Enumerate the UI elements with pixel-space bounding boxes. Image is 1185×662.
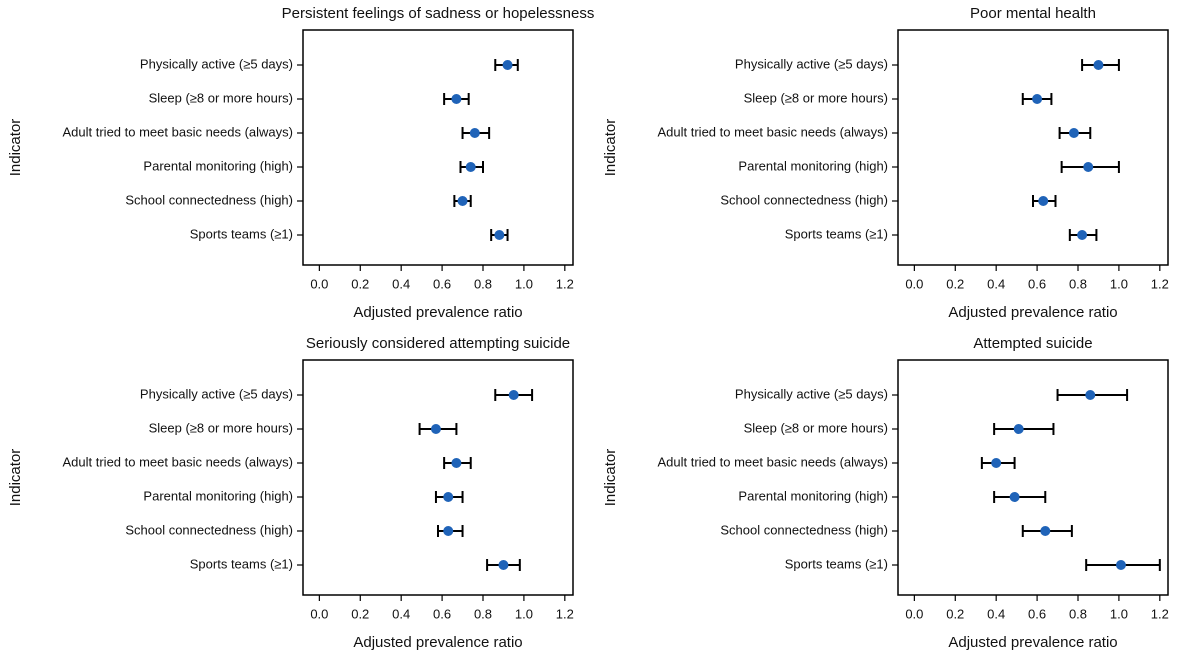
x-tick-label: 0.8	[1069, 606, 1087, 621]
point	[457, 196, 468, 206]
point	[1013, 424, 1024, 434]
panel-title: Persistent feelings of sadness or hopele…	[282, 5, 595, 22]
x-tick-label: 0.8	[1069, 276, 1087, 291]
x-tick-label: 0.2	[946, 276, 964, 291]
point	[1009, 492, 1020, 502]
plot-frame	[302, 359, 574, 596]
x-tick-label: 0.6	[1028, 606, 1046, 621]
point	[508, 390, 519, 400]
y-tick-label: Physically active (≥5 days)	[735, 386, 888, 401]
x-tick-label: 0.6	[433, 606, 451, 621]
y-tick-label: Sleep (≥8 or more hours)	[744, 420, 888, 435]
plot-frame	[897, 359, 1169, 596]
point	[1085, 390, 1096, 400]
x-tick-label: 1.2	[1151, 276, 1169, 291]
y-tick-label: School connectedness (high)	[125, 522, 293, 537]
x-axis-label: Adjusted prevalence ratio	[948, 634, 1117, 651]
y-tick-label: Parental monitoring (high)	[738, 488, 888, 503]
point	[443, 526, 454, 536]
x-tick-label: 1.2	[556, 606, 574, 621]
y-tick-label: School connectedness (high)	[720, 522, 888, 537]
point	[1038, 196, 1049, 206]
x-tick-label: 0.4	[987, 606, 1005, 621]
point	[1068, 128, 1079, 138]
point	[1032, 94, 1043, 104]
point	[502, 60, 513, 70]
x-tick-label: 0.2	[946, 606, 964, 621]
point	[1115, 560, 1126, 570]
y-tick-label: Parental monitoring (high)	[143, 158, 293, 173]
x-tick-label: 1.0	[515, 276, 533, 291]
y-tick-label: Physically active (≥5 days)	[140, 56, 293, 71]
point	[451, 94, 462, 104]
y-tick-label: Adult tried to meet basic needs (always)	[658, 454, 889, 469]
y-tick-label: Sleep (≥8 or more hours)	[149, 420, 293, 435]
point	[430, 424, 441, 434]
x-tick-label: 1.0	[515, 606, 533, 621]
x-tick-label: 0.0	[905, 606, 923, 621]
y-tick-label: Adult tried to meet basic needs (always)	[658, 124, 889, 139]
point	[498, 560, 509, 570]
point	[1093, 60, 1104, 70]
x-axis-label: Adjusted prevalence ratio	[948, 304, 1117, 321]
x-tick-label: 1.0	[1110, 606, 1128, 621]
plot-frame	[897, 29, 1169, 266]
y-tick-label: Adult tried to meet basic needs (always)	[63, 124, 294, 139]
point	[1083, 162, 1094, 172]
x-tick-label: 0.4	[392, 606, 410, 621]
y-tick-label: Adult tried to meet basic needs (always)	[63, 454, 294, 469]
y-tick-label: Physically active (≥5 days)	[140, 386, 293, 401]
x-tick-label: 0.4	[987, 276, 1005, 291]
point	[494, 230, 505, 240]
y-tick-label: Sports teams (≥1)	[190, 226, 293, 241]
x-tick-label: 0.0	[310, 276, 328, 291]
x-tick-label: 0.8	[474, 606, 492, 621]
y-tick-label: Sports teams (≥1)	[785, 556, 888, 571]
point	[991, 458, 1002, 468]
panel-title: Seriously considered attempting suicide	[306, 335, 570, 352]
y-tick-label: Parental monitoring (high)	[738, 158, 888, 173]
y-tick-label: School connectedness (high)	[720, 192, 888, 207]
y-tick-label: Sleep (≥8 or more hours)	[744, 90, 888, 105]
x-tick-label: 0.6	[433, 276, 451, 291]
y-tick-label: Physically active (≥5 days)	[735, 56, 888, 71]
point	[1077, 230, 1088, 240]
x-tick-label: 0.0	[905, 276, 923, 291]
x-tick-label: 1.0	[1110, 276, 1128, 291]
x-tick-label: 0.6	[1028, 276, 1046, 291]
point	[1040, 526, 1051, 536]
x-tick-label: 0.4	[392, 276, 410, 291]
y-axis-label: Indicator	[7, 119, 24, 177]
y-tick-label: Sports teams (≥1)	[190, 556, 293, 571]
x-tick-label: 0.2	[351, 276, 369, 291]
point	[469, 128, 480, 138]
y-tick-label: Parental monitoring (high)	[143, 488, 293, 503]
x-axis-label: Adjusted prevalence ratio	[353, 304, 522, 321]
plot-frame	[302, 29, 574, 266]
point	[465, 162, 476, 172]
x-tick-label: 1.2	[556, 276, 574, 291]
y-tick-label: School connectedness (high)	[125, 192, 293, 207]
panel-title: Poor mental health	[970, 5, 1096, 22]
y-tick-label: Sleep (≥8 or more hours)	[149, 90, 293, 105]
panel-title: Attempted suicide	[973, 335, 1092, 352]
y-tick-label: Sports teams (≥1)	[785, 226, 888, 241]
x-tick-label: 0.8	[474, 276, 492, 291]
point	[443, 492, 454, 502]
x-tick-label: 1.2	[1151, 606, 1169, 621]
point	[451, 458, 462, 468]
y-axis-label: Indicator	[602, 449, 619, 507]
x-tick-label: 0.0	[310, 606, 328, 621]
y-axis-label: Indicator	[7, 449, 24, 507]
x-axis-label: Adjusted prevalence ratio	[353, 634, 522, 651]
x-tick-label: 0.2	[351, 606, 369, 621]
y-axis-label: Indicator	[602, 119, 619, 177]
